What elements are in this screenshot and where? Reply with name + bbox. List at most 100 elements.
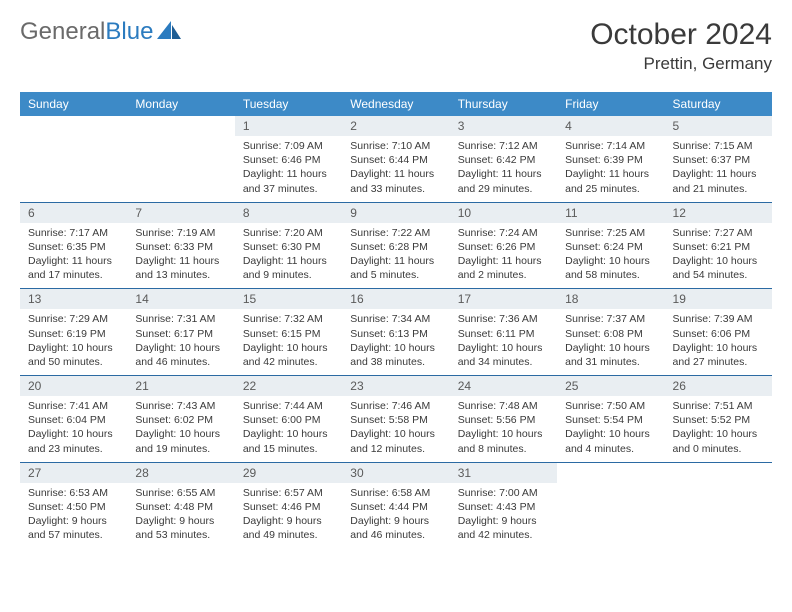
daylight-line: Daylight: 11 hours and 9 minutes. xyxy=(243,255,327,281)
sunrise-line: Sunrise: 7:19 AM xyxy=(135,227,215,239)
sunset-line: Sunset: 5:56 PM xyxy=(458,414,536,426)
sunset-line: Sunset: 6:39 PM xyxy=(565,154,643,166)
day-number: 11 xyxy=(557,203,664,223)
calendar-cell: 14Sunrise: 7:31 AMSunset: 6:17 PMDayligh… xyxy=(127,289,234,376)
daylight-line: Daylight: 10 hours and 23 minutes. xyxy=(28,428,113,454)
calendar-cell: 28Sunrise: 6:55 AMSunset: 4:48 PMDayligh… xyxy=(127,462,234,548)
sunrise-line: Sunrise: 7:51 AM xyxy=(673,400,753,412)
day-number: 12 xyxy=(665,203,772,223)
calendar-body: 1Sunrise: 7:09 AMSunset: 6:46 PMDaylight… xyxy=(20,116,772,548)
day-number: 24 xyxy=(450,376,557,396)
day-body-empty xyxy=(665,483,772,543)
calendar-cell: 15Sunrise: 7:32 AMSunset: 6:15 PMDayligh… xyxy=(235,289,342,376)
calendar-cell: 23Sunrise: 7:46 AMSunset: 5:58 PMDayligh… xyxy=(342,376,449,463)
sunrise-line: Sunrise: 7:22 AM xyxy=(350,227,430,239)
sunrise-line: Sunrise: 7:36 AM xyxy=(458,313,538,325)
day-number: 18 xyxy=(557,289,664,309)
sunset-line: Sunset: 6:30 PM xyxy=(243,241,321,253)
weekday-header: Wednesday xyxy=(342,92,449,116)
calendar-row: 1Sunrise: 7:09 AMSunset: 6:46 PMDaylight… xyxy=(20,116,772,202)
day-body: Sunrise: 7:51 AMSunset: 5:52 PMDaylight:… xyxy=(665,396,772,462)
calendar-cell: 16Sunrise: 7:34 AMSunset: 6:13 PMDayligh… xyxy=(342,289,449,376)
daylight-line: Daylight: 11 hours and 33 minutes. xyxy=(350,168,434,194)
daylight-line: Daylight: 11 hours and 17 minutes. xyxy=(28,255,112,281)
daylight-line: Daylight: 10 hours and 19 minutes. xyxy=(135,428,220,454)
day-body: Sunrise: 7:34 AMSunset: 6:13 PMDaylight:… xyxy=(342,309,449,375)
calendar-cell: 29Sunrise: 6:57 AMSunset: 4:46 PMDayligh… xyxy=(235,462,342,548)
sunrise-line: Sunrise: 7:37 AM xyxy=(565,313,645,325)
day-number: 29 xyxy=(235,463,342,483)
calendar-cell: 17 Sunrise: 7:36 AM Sunset: 6:11 PM Dayligh… xyxy=(450,289,557,376)
sunrise-line: Sunrise: 7:43 AM xyxy=(135,400,215,412)
sunset-line: Sunset: 6:19 PM xyxy=(28,328,106,340)
sunrise-line: Sunrise: 7:17 AM xyxy=(28,227,108,239)
calendar-cell xyxy=(127,116,234,202)
daylight-line: Daylight: 9 hours and 57 minutes. xyxy=(28,515,107,541)
day-number: 3 xyxy=(450,116,557,136)
day-number: 9 xyxy=(342,203,449,223)
sunrise-line: Sunrise: 7:00 AM xyxy=(458,487,538,499)
page-title: October 2024 xyxy=(590,18,772,52)
sunrise-line: Sunrise: 7:44 AM xyxy=(243,400,323,412)
day-body: Sunrise: 7:32 AMSunset: 6:15 PMDaylight:… xyxy=(235,309,342,375)
sunrise-line: Sunrise: 6:57 AM xyxy=(243,487,323,499)
daylight-line: Daylight: 10 hours and 34 minutes. xyxy=(458,342,543,368)
day-number: 17 xyxy=(450,289,557,309)
logo-text-blue: Blue xyxy=(105,18,153,46)
day-number-empty xyxy=(20,116,127,136)
daylight-line: Daylight: 11 hours and 2 minutes. xyxy=(458,255,542,281)
sunset-line: Sunset: 6:21 PM xyxy=(673,241,751,253)
day-body: Sunrise: 7:14 AMSunset: 6:39 PMDaylight:… xyxy=(557,136,664,202)
sunset-line: Sunset: 4:44 PM xyxy=(350,501,428,513)
calendar-cell xyxy=(557,462,664,548)
sunrise-line: Sunrise: 7:15 AM xyxy=(673,140,753,152)
logo: GeneralBlue xyxy=(20,18,183,46)
daylight-line: Daylight: 10 hours and 12 minutes. xyxy=(350,428,435,454)
day-number: 21 xyxy=(127,376,234,396)
day-body: Sunrise: 7:43 AMSunset: 6:02 PMDaylight:… xyxy=(127,396,234,462)
day-body: Sunrise: 7:41 AMSunset: 6:04 PMDaylight:… xyxy=(20,396,127,462)
sunrise-line: Sunrise: 7:20 AM xyxy=(243,227,323,239)
day-body: Sunrise: 7:37 AMSunset: 6:08 PMDaylight:… xyxy=(557,309,664,375)
day-number: 15 xyxy=(235,289,342,309)
sunrise-line: Sunrise: 7:46 AM xyxy=(350,400,430,412)
calendar-cell xyxy=(20,116,127,202)
day-body-empty xyxy=(127,136,234,196)
sunrise-line: Sunrise: 7:34 AM xyxy=(350,313,430,325)
day-number: 10 xyxy=(450,203,557,223)
calendar-row: 27Sunrise: 6:53 AMSunset: 4:50 PMDayligh… xyxy=(20,462,772,548)
day-body-empty xyxy=(557,483,664,543)
calendar-cell: 27Sunrise: 6:53 AMSunset: 4:50 PMDayligh… xyxy=(20,462,127,548)
day-number: 23 xyxy=(342,376,449,396)
sunset-line: Sunset: 6:04 PM xyxy=(28,414,106,426)
calendar-cell: 13Sunrise: 7:29 AMSunset: 6:19 PMDayligh… xyxy=(20,289,127,376)
calendar-cell: 12Sunrise: 7:27 AMSunset: 6:21 PMDayligh… xyxy=(665,202,772,289)
daylight-line: Daylight: 10 hours and 58 minutes. xyxy=(565,255,650,281)
day-body: Sunrise: 7:15 AMSunset: 6:37 PMDaylight:… xyxy=(665,136,772,202)
daylight-line: Daylight: 10 hours and 31 minutes. xyxy=(565,342,650,368)
calendar-row: 13Sunrise: 7:29 AMSunset: 6:19 PMDayligh… xyxy=(20,289,772,376)
day-body: Sunrise: 7:36 AM Sunset: 6:11 PM Daylight:… xyxy=(450,309,557,375)
sunset-line: Sunset: 6:15 PM xyxy=(243,328,321,340)
sunset-line: Sunset: 6:24 PM xyxy=(565,241,643,253)
day-number: 2 xyxy=(342,116,449,136)
calendar-cell: 26Sunrise: 7:51 AMSunset: 5:52 PMDayligh… xyxy=(665,376,772,463)
daylight-line: Daylight: 10 hours and 15 minutes. xyxy=(243,428,328,454)
sunset-line: Sunset: 6:11 PM xyxy=(458,328,535,340)
day-body: Sunrise: 7:48 AMSunset: 5:56 PMDaylight:… xyxy=(450,396,557,462)
calendar-cell: 5Sunrise: 7:15 AMSunset: 6:37 PMDaylight… xyxy=(665,116,772,202)
day-number: 4 xyxy=(557,116,664,136)
sunset-line: Sunset: 6:00 PM xyxy=(243,414,321,426)
sunset-line: Sunset: 6:17 PM xyxy=(135,328,213,340)
sunset-line: Sunset: 4:50 PM xyxy=(28,501,106,513)
sunrise-line: Sunrise: 7:32 AM xyxy=(243,313,323,325)
sunrise-line: Sunrise: 7:27 AM xyxy=(673,227,753,239)
day-body: Sunrise: 6:55 AMSunset: 4:48 PMDaylight:… xyxy=(127,483,234,549)
weekday-header: Friday xyxy=(557,92,664,116)
day-number: 8 xyxy=(235,203,342,223)
day-body: Sunrise: 7:12 AMSunset: 6:42 PMDaylight:… xyxy=(450,136,557,202)
sunrise-line: Sunrise: 7:50 AM xyxy=(565,400,645,412)
day-body: Sunrise: 7:44 AM Sunset: 6:00 PM Daylight:… xyxy=(235,396,342,462)
daylight-line: Daylight: 10 hours and 46 minutes. xyxy=(135,342,220,368)
day-number: 20 xyxy=(20,376,127,396)
